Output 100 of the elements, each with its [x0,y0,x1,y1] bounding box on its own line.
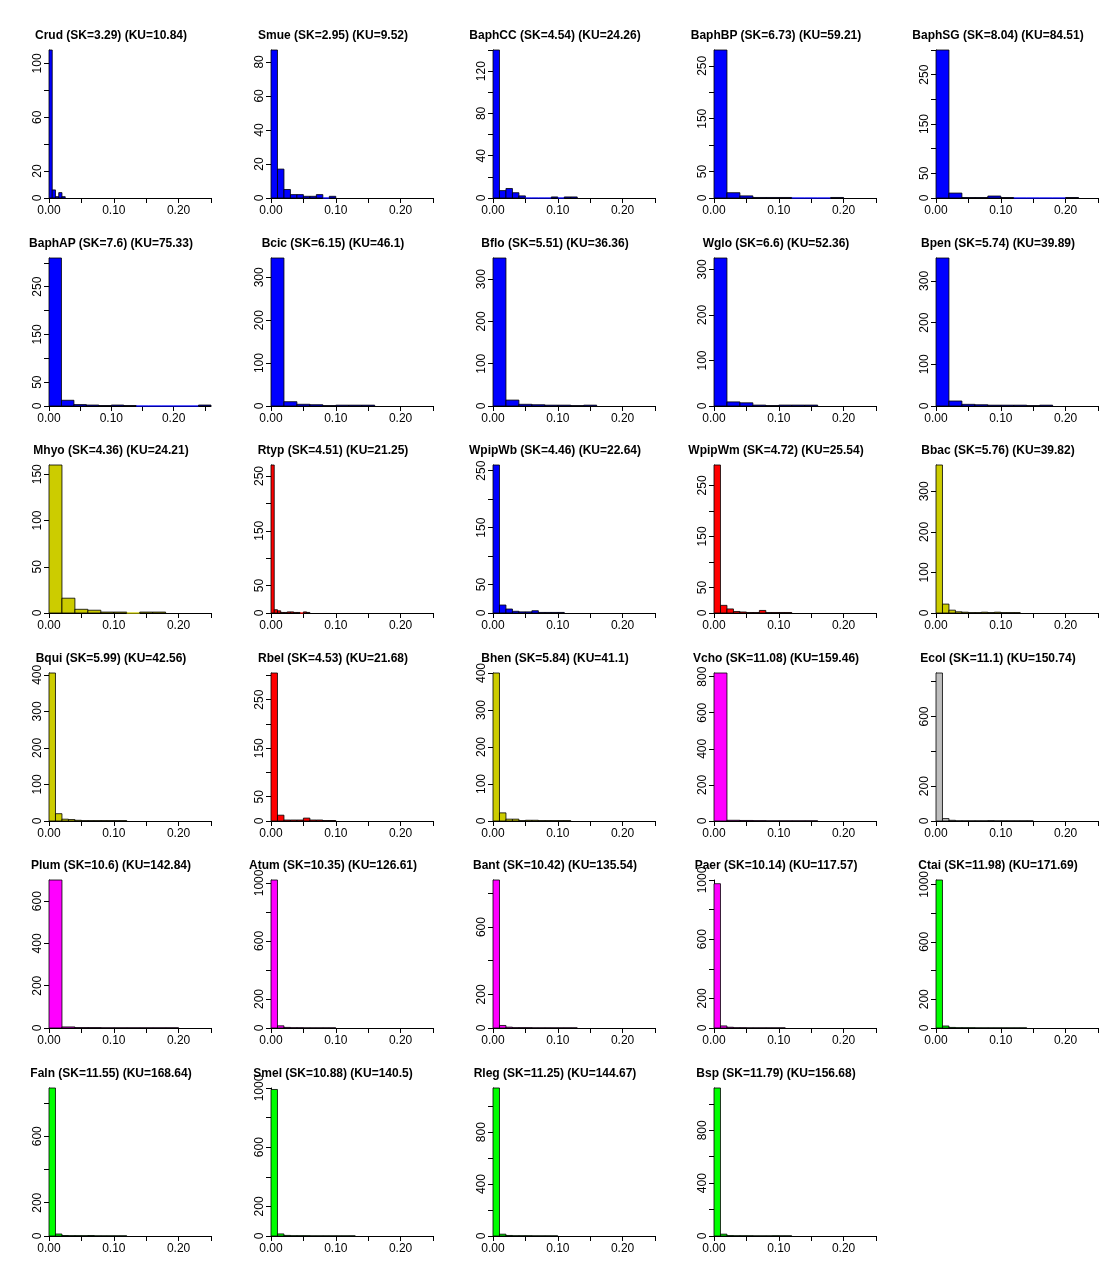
x-tick-label: 0.10 [767,618,792,632]
y-tick-label: 600 [251,1136,266,1157]
y-tick-label: 150 [251,737,266,758]
x-tick-label: 0.10 [102,618,126,632]
x-tick-label: 0.00 [259,825,283,840]
x-tick-label: 0.10 [989,825,1013,840]
x-tick-label: 0.00 [702,1240,727,1255]
chart-title: Ecol (SK=11.1) (KU=150.74) [920,650,1076,665]
y-tick-label: 400 [695,737,710,759]
x-tick-label: 0.20 [1054,825,1078,840]
y-tick-label: 250 [30,275,44,297]
chart-title: Bcic (SK=6.15) (KU=46.1) [261,235,405,250]
y-tick-label: 150 [251,520,266,541]
y-tick-label: 200 [251,988,266,1009]
x-tick-label: 0.00 [480,618,505,632]
x-tick-label: 0.00 [702,410,727,425]
x-tick-label: 0.00 [480,1240,505,1255]
y-tick-label: 300 [917,481,932,502]
x-tick-label: 0.20 [388,1033,413,1047]
x-tick-label: 0.00 [259,1033,283,1047]
y-tick-label: 600 [473,916,488,938]
x-tick-label: 0.20 [1054,1033,1078,1047]
chart-title: BaphBP (SK=6.73) (KU=59.21) [691,28,862,42]
y-tick-label: 40 [473,148,488,163]
y-tick-label: 0 [30,1024,44,1032]
y-tick-label: 0 [30,401,44,409]
x-tick-label: 0.10 [545,618,570,632]
chart-title: Vcho (SK=11.08) (KU=159.46) [693,650,860,665]
y-tick-label: 200 [695,988,710,1009]
y-tick-label: 100 [473,352,488,374]
y-tick-label: 300 [473,699,488,720]
y-tick-label: 200 [917,988,932,1010]
y-tick-label: 0 [695,1024,710,1032]
x-tick-label: 0.20 [1054,618,1078,632]
chart-title: Faln (SK=11.55) (KU=168.64) [30,1065,192,1080]
y-tick-label: 600 [917,931,932,952]
chart-title: Bqui (SK=5.99) (KU=42.56) [35,650,187,665]
x-tick-label: 0.10 [767,1240,792,1255]
x-tick-label: 0.00 [480,203,505,217]
y-tick-label: 0 [251,1231,266,1239]
y-tick-label: 0 [251,816,266,824]
x-tick-label: 0.20 [166,1240,191,1255]
x-tick-label: 0.20 [166,203,191,217]
y-tick-label: 250 [695,55,710,76]
x-tick-label: 0.20 [610,618,635,632]
y-tick-label: 20 [251,156,266,171]
x-tick-label: 0.10 [545,825,570,840]
y-tick-label: 80 [251,54,266,69]
y-tick-label: 60 [30,110,44,124]
x-tick-label: 0.10 [989,203,1013,217]
chart-title: BaphSG (SK=8.04) (KU=84.51) [912,28,1084,42]
x-tick-label: 0.00 [924,410,949,425]
x-tick-label: 0.00 [924,1033,949,1047]
y-tick-label: 300 [251,266,266,287]
y-tick-label: 600 [251,930,266,951]
y-tick-label: 0 [695,194,710,202]
x-tick-label: 0.00 [702,1033,727,1047]
y-tick-label: 600 [30,890,44,912]
x-tick-label: 0.00 [259,410,283,425]
x-tick-label: 0.20 [610,410,635,425]
y-tick-label: 0 [473,609,488,617]
chart-title: Plum (SK=10.6) (KU=142.84) [30,858,192,872]
y-tick-label: 1000 [251,869,266,897]
y-tick-label: 200 [30,1191,44,1213]
y-tick-label: 100 [695,349,710,370]
y-tick-label: 0 [473,401,488,409]
y-tick-label: 40 [251,122,266,137]
y-tick-label: 120 [473,60,488,82]
y-tick-label: 400 [473,1173,488,1194]
x-tick-label: 0.20 [610,1240,635,1255]
chart-title: WpipWb (SK=4.46) (KU=22.64) [468,443,641,457]
y-tick-label: 150 [30,463,44,485]
y-tick-label: 150 [30,323,44,344]
x-tick-label: 0.20 [1054,203,1078,217]
x-tick-label: 0.10 [102,1240,126,1255]
y-tick-label: 200 [473,310,488,331]
y-tick-label: 0 [917,816,932,824]
x-tick-label: 0.00 [924,825,949,840]
x-tick-label: 0.20 [832,203,856,217]
y-tick-label: 250 [473,460,488,481]
chart-title: Bbac (SK=5.76) (KU=39.82) [921,443,1075,457]
y-tick-label: 200 [917,311,932,333]
x-tick-label: 0.10 [102,203,126,217]
x-tick-label: 0.10 [767,203,792,217]
x-tick-label: 0.00 [480,1033,505,1047]
chart-title: Wglo (SK=6.6) (KU=52.36) [703,235,850,250]
y-tick-label: 50 [917,166,932,181]
y-tick-label: 250 [695,475,710,496]
y-tick-label: 1000 [917,870,932,898]
y-tick-label: 400 [30,664,44,685]
y-tick-label: 0 [917,401,932,409]
y-tick-label: 300 [695,258,710,279]
x-tick-label: 0.00 [259,1240,283,1255]
y-tick-label: 0 [30,1231,44,1239]
x-tick-label: 0.10 [323,1240,348,1255]
chart-title: Bsp (SK=11.79) (KU=156.68) [696,1065,857,1080]
x-tick-label: 0.20 [166,1033,191,1047]
chart-title: BaphCC (SK=4.54) (KU=24.26) [468,28,641,42]
x-tick-label: 0.00 [924,203,949,217]
y-tick-label: 0 [251,194,266,202]
